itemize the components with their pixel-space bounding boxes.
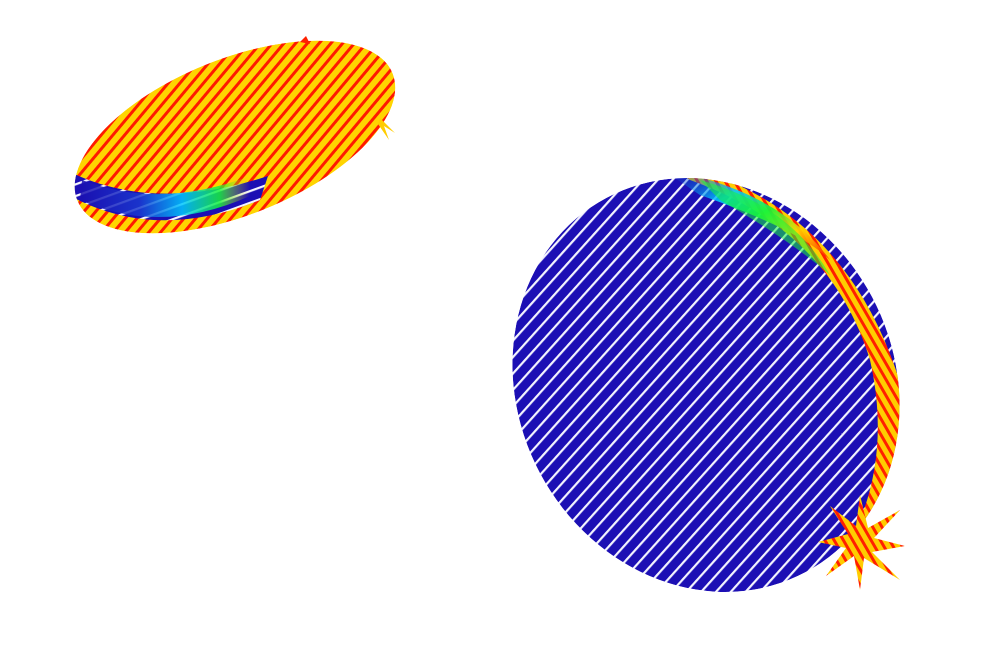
large-disc xyxy=(512,160,916,592)
small-disc xyxy=(60,36,396,234)
burst-marker xyxy=(818,495,905,590)
